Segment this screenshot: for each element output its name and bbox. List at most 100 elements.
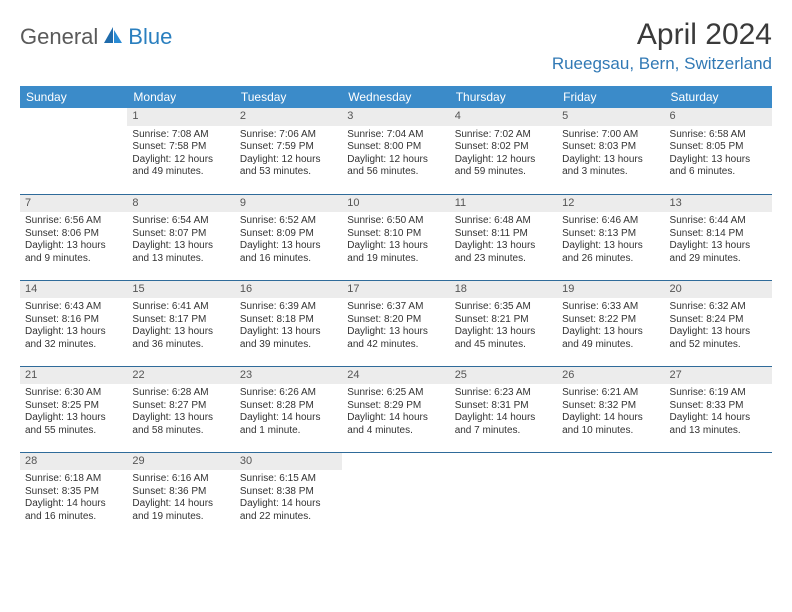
- sunset-text: Sunset: 8:03 PM: [562, 141, 659, 154]
- calendar-cell: 11Sunrise: 6:48 AMSunset: 8:11 PMDayligh…: [450, 194, 557, 280]
- day-details: Sunrise: 6:15 AMSunset: 8:38 PMDaylight:…: [235, 470, 342, 527]
- calendar-cell: 1Sunrise: 7:08 AMSunset: 7:58 PMDaylight…: [127, 108, 234, 194]
- day-number: 13: [665, 195, 772, 213]
- sunrise-text: Sunrise: 6:16 AM: [132, 473, 229, 486]
- day-number: 10: [342, 195, 449, 213]
- calendar-cell: 12Sunrise: 6:46 AMSunset: 8:13 PMDayligh…: [557, 194, 664, 280]
- calendar-cell: 25Sunrise: 6:23 AMSunset: 8:31 PMDayligh…: [450, 366, 557, 452]
- day-number: 15: [127, 281, 234, 299]
- daylight-text: Daylight: 13 hours and 29 minutes.: [670, 240, 767, 265]
- sail-icon: [102, 25, 124, 50]
- sunrise-text: Sunrise: 6:58 AM: [670, 129, 767, 142]
- sunrise-text: Sunrise: 6:56 AM: [25, 215, 122, 228]
- day-details: Sunrise: 6:35 AMSunset: 8:21 PMDaylight:…: [450, 298, 557, 355]
- calendar-week: 1Sunrise: 7:08 AMSunset: 7:58 PMDaylight…: [20, 108, 772, 194]
- sunset-text: Sunset: 8:07 PM: [132, 228, 229, 241]
- calendar-cell: 23Sunrise: 6:26 AMSunset: 8:28 PMDayligh…: [235, 366, 342, 452]
- sunset-text: Sunset: 8:33 PM: [670, 400, 767, 413]
- sunset-text: Sunset: 8:11 PM: [455, 228, 552, 241]
- sunset-text: Sunset: 7:58 PM: [132, 141, 229, 154]
- day-number: 19: [557, 281, 664, 299]
- daylight-text: Daylight: 12 hours and 59 minutes.: [455, 154, 552, 179]
- day-details: Sunrise: 6:39 AMSunset: 8:18 PMDaylight:…: [235, 298, 342, 355]
- sunset-text: Sunset: 8:13 PM: [562, 228, 659, 241]
- day-details: Sunrise: 7:06 AMSunset: 7:59 PMDaylight:…: [235, 126, 342, 183]
- sunset-text: Sunset: 8:24 PM: [670, 314, 767, 327]
- day-details: Sunrise: 6:41 AMSunset: 8:17 PMDaylight:…: [127, 298, 234, 355]
- day-details: Sunrise: 6:33 AMSunset: 8:22 PMDaylight:…: [557, 298, 664, 355]
- calendar-cell: 26Sunrise: 6:21 AMSunset: 8:32 PMDayligh…: [557, 366, 664, 452]
- day-number: 30: [235, 453, 342, 471]
- sunrise-text: Sunrise: 7:02 AM: [455, 129, 552, 142]
- sunset-text: Sunset: 8:06 PM: [25, 228, 122, 241]
- sunset-text: Sunset: 8:20 PM: [347, 314, 444, 327]
- sunset-text: Sunset: 8:38 PM: [240, 486, 337, 499]
- sunrise-text: Sunrise: 6:44 AM: [670, 215, 767, 228]
- daylight-text: Daylight: 13 hours and 49 minutes.: [562, 326, 659, 351]
- sunrise-text: Sunrise: 6:18 AM: [25, 473, 122, 486]
- daylight-text: Daylight: 13 hours and 32 minutes.: [25, 326, 122, 351]
- daylight-text: Daylight: 12 hours and 53 minutes.: [240, 154, 337, 179]
- sunset-text: Sunset: 8:32 PM: [562, 400, 659, 413]
- daylight-text: Daylight: 13 hours and 19 minutes.: [347, 240, 444, 265]
- day-number: 21: [20, 367, 127, 385]
- header: General Blue April 2024 Rueegsau, Bern, …: [20, 18, 772, 74]
- sunrise-text: Sunrise: 6:21 AM: [562, 387, 659, 400]
- calendar-cell: [20, 108, 127, 194]
- daylight-text: Daylight: 13 hours and 36 minutes.: [132, 326, 229, 351]
- day-details: Sunrise: 6:19 AMSunset: 8:33 PMDaylight:…: [665, 384, 772, 441]
- calendar-head: Sunday Monday Tuesday Wednesday Thursday…: [20, 86, 772, 108]
- sunrise-text: Sunrise: 6:43 AM: [25, 301, 122, 314]
- sunset-text: Sunset: 8:36 PM: [132, 486, 229, 499]
- day-details: Sunrise: 6:16 AMSunset: 8:36 PMDaylight:…: [127, 470, 234, 527]
- sunrise-text: Sunrise: 6:48 AM: [455, 215, 552, 228]
- calendar-cell: 2Sunrise: 7:06 AMSunset: 7:59 PMDaylight…: [235, 108, 342, 194]
- daylight-text: Daylight: 13 hours and 55 minutes.: [25, 412, 122, 437]
- col-saturday: Saturday: [665, 86, 772, 108]
- calendar-cell: 20Sunrise: 6:32 AMSunset: 8:24 PMDayligh…: [665, 280, 772, 366]
- day-details: Sunrise: 6:48 AMSunset: 8:11 PMDaylight:…: [450, 212, 557, 269]
- calendar-table: Sunday Monday Tuesday Wednesday Thursday…: [20, 86, 772, 538]
- calendar-week: 14Sunrise: 6:43 AMSunset: 8:16 PMDayligh…: [20, 280, 772, 366]
- sunset-text: Sunset: 8:27 PM: [132, 400, 229, 413]
- sunset-text: Sunset: 8:16 PM: [25, 314, 122, 327]
- day-number: 4: [450, 108, 557, 126]
- calendar-cell: 19Sunrise: 6:33 AMSunset: 8:22 PMDayligh…: [557, 280, 664, 366]
- daylight-text: Daylight: 13 hours and 13 minutes.: [132, 240, 229, 265]
- sunrise-text: Sunrise: 6:46 AM: [562, 215, 659, 228]
- daylight-text: Daylight: 12 hours and 56 minutes.: [347, 154, 444, 179]
- day-number: 27: [665, 367, 772, 385]
- sunset-text: Sunset: 8:22 PM: [562, 314, 659, 327]
- sunrise-text: Sunrise: 7:00 AM: [562, 129, 659, 142]
- month-title: April 2024: [552, 18, 772, 52]
- day-number: 20: [665, 281, 772, 299]
- day-number: 7: [20, 195, 127, 213]
- day-number: 22: [127, 367, 234, 385]
- sunrise-text: Sunrise: 6:33 AM: [562, 301, 659, 314]
- daylight-text: Daylight: 13 hours and 9 minutes.: [25, 240, 122, 265]
- calendar-cell: 14Sunrise: 6:43 AMSunset: 8:16 PMDayligh…: [20, 280, 127, 366]
- calendar-body: 1Sunrise: 7:08 AMSunset: 7:58 PMDaylight…: [20, 108, 772, 538]
- sunset-text: Sunset: 8:29 PM: [347, 400, 444, 413]
- day-details: Sunrise: 6:52 AMSunset: 8:09 PMDaylight:…: [235, 212, 342, 269]
- daylight-text: Daylight: 14 hours and 13 minutes.: [670, 412, 767, 437]
- day-details: Sunrise: 6:56 AMSunset: 8:06 PMDaylight:…: [20, 212, 127, 269]
- sunrise-text: Sunrise: 6:15 AM: [240, 473, 337, 486]
- day-number: 3: [342, 108, 449, 126]
- day-details: Sunrise: 6:50 AMSunset: 8:10 PMDaylight:…: [342, 212, 449, 269]
- calendar-cell: 27Sunrise: 6:19 AMSunset: 8:33 PMDayligh…: [665, 366, 772, 452]
- day-number: 18: [450, 281, 557, 299]
- calendar-cell: 30Sunrise: 6:15 AMSunset: 8:38 PMDayligh…: [235, 452, 342, 538]
- daylight-text: Daylight: 14 hours and 7 minutes.: [455, 412, 552, 437]
- day-details: Sunrise: 6:21 AMSunset: 8:32 PMDaylight:…: [557, 384, 664, 441]
- day-details: Sunrise: 6:18 AMSunset: 8:35 PMDaylight:…: [20, 470, 127, 527]
- day-number: 25: [450, 367, 557, 385]
- daylight-text: Daylight: 13 hours and 52 minutes.: [670, 326, 767, 351]
- brand-general: General: [20, 24, 98, 50]
- calendar-cell: 28Sunrise: 6:18 AMSunset: 8:35 PMDayligh…: [20, 452, 127, 538]
- sunset-text: Sunset: 8:21 PM: [455, 314, 552, 327]
- day-details: Sunrise: 6:23 AMSunset: 8:31 PMDaylight:…: [450, 384, 557, 441]
- sunset-text: Sunset: 8:35 PM: [25, 486, 122, 499]
- day-details: Sunrise: 6:54 AMSunset: 8:07 PMDaylight:…: [127, 212, 234, 269]
- sunrise-text: Sunrise: 6:41 AM: [132, 301, 229, 314]
